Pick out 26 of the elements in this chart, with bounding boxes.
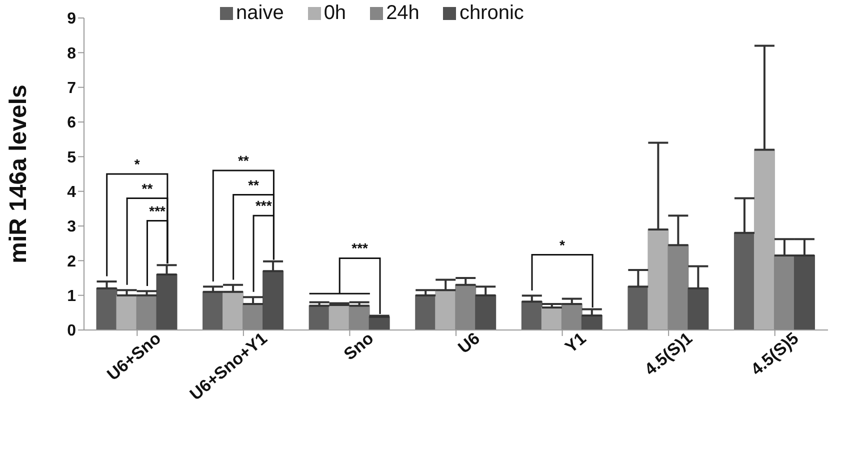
annotation: **	[142, 180, 154, 196]
annotation: **	[248, 176, 260, 193]
y-tick-label: 7	[67, 80, 76, 98]
x-tick-label: Y1	[562, 328, 590, 357]
annotation: *	[560, 236, 566, 253]
y-tick-label: 3	[67, 218, 76, 236]
y-tick-label: 0	[67, 322, 76, 340]
y-tick-label: 8	[67, 45, 76, 62]
annotation: ***	[255, 198, 272, 214]
legend-label: 24h	[386, 2, 420, 25]
annotation: *	[134, 156, 140, 172]
legend-label: chronic	[459, 2, 524, 25]
y-tick-label: 5	[67, 149, 76, 166]
y-tick-label: 2	[67, 253, 76, 270]
x-tick-label: U6	[454, 328, 484, 358]
annotation: **	[238, 152, 250, 169]
x-tick-label: Sno	[340, 328, 378, 364]
annotation: ***	[149, 202, 166, 219]
y-tick-label: 4	[67, 184, 76, 202]
y-tick-label: 1	[67, 288, 76, 306]
y-axis-title: miR 146a levels	[5, 84, 32, 264]
y-tick-label: 9	[67, 10, 76, 28]
legend-label: naive	[236, 2, 284, 25]
legend-label: 0h	[324, 2, 346, 25]
y-tick-label: 6	[67, 114, 76, 132]
annotation: ***	[352, 240, 369, 256]
